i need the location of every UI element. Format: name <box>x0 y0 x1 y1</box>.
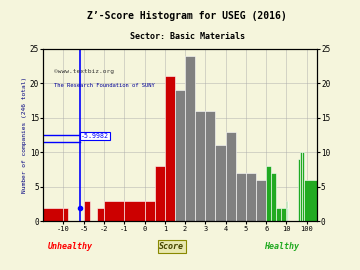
Bar <box>144 201 155 221</box>
Bar <box>271 173 276 221</box>
Bar <box>236 173 246 221</box>
Bar <box>195 111 205 221</box>
Bar <box>84 201 90 221</box>
Bar <box>226 131 236 221</box>
Text: Healthy: Healthy <box>264 242 299 251</box>
Bar <box>305 180 317 221</box>
Text: The Research Foundation of SUNY: The Research Foundation of SUNY <box>54 83 155 88</box>
Bar <box>216 145 226 221</box>
Bar <box>300 152 302 221</box>
Bar <box>266 166 271 221</box>
Text: Score: Score <box>159 242 184 251</box>
Bar <box>124 201 144 221</box>
Text: Sector: Basic Materials: Sector: Basic Materials <box>130 32 245 41</box>
Bar <box>302 152 305 221</box>
Bar <box>276 208 281 221</box>
Bar <box>246 173 256 221</box>
Text: ©www.textbiz.org: ©www.textbiz.org <box>54 69 114 74</box>
Text: Unhealthy: Unhealthy <box>48 242 93 251</box>
Bar <box>63 208 68 221</box>
Text: Z’-Score Histogram for USEG (2016): Z’-Score Histogram for USEG (2016) <box>87 11 287 21</box>
Bar <box>205 111 216 221</box>
Y-axis label: Number of companies (246 total): Number of companies (246 total) <box>22 77 27 193</box>
Bar <box>104 201 124 221</box>
Bar <box>43 208 63 221</box>
Bar <box>175 90 185 221</box>
Text: -5.9982: -5.9982 <box>81 133 109 140</box>
Bar <box>185 56 195 221</box>
Bar <box>155 166 165 221</box>
Bar <box>256 180 266 221</box>
Bar <box>97 208 104 221</box>
Bar <box>165 76 175 221</box>
Bar <box>281 208 287 221</box>
Bar <box>298 159 300 221</box>
